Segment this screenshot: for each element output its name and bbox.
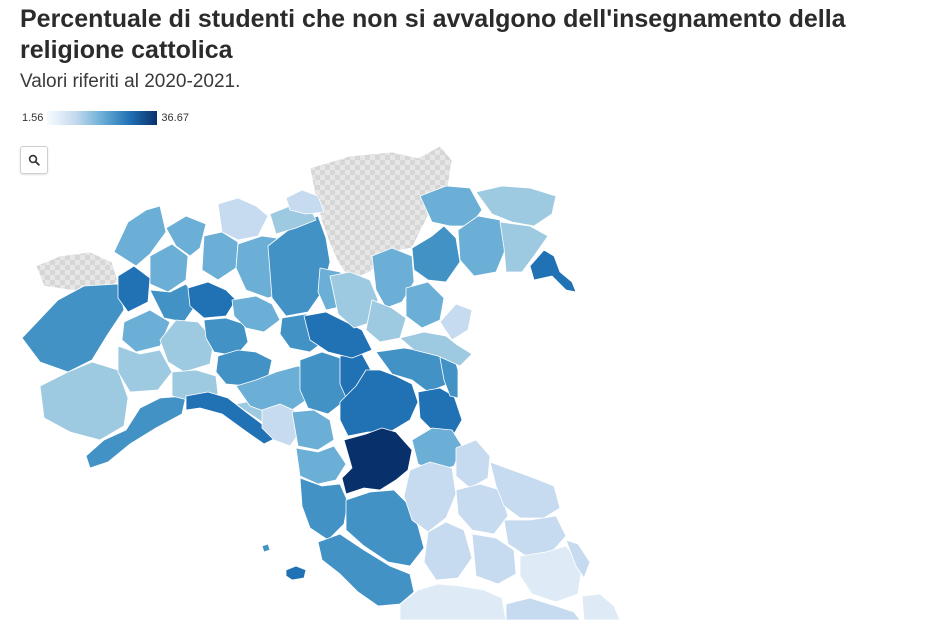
map-area[interactable] [475,185,557,227]
map-area[interactable] [411,225,461,283]
no-data-region-trentino-alto-adige[interactable] [309,145,453,281]
search-icon [28,154,40,166]
map-area[interactable] [217,197,269,241]
color-legend: 1.56 36.67 [22,110,189,126]
legend-min-label: 1.56 [22,112,44,124]
map-area[interactable] [499,221,549,273]
map-area[interactable] [399,583,507,620]
chart-title: Percentuale di studenti che non si avval… [20,5,846,64]
map-area[interactable] [285,565,307,581]
map-area[interactable] [519,545,583,603]
map-area[interactable] [261,403,301,447]
map-area[interactable] [455,483,509,535]
map-area[interactable] [165,215,207,257]
map-area[interactable] [159,319,215,373]
map-area[interactable] [365,299,407,343]
map-area[interactable] [203,317,249,357]
map-area[interactable] [291,409,335,451]
map-area[interactable] [503,515,567,557]
map-area[interactable] [581,593,621,620]
chart-subtitle: Valori riferiti al 2020-2021. [20,71,241,92]
map-area[interactable] [455,439,491,489]
map-area[interactable] [285,189,325,215]
map-area[interactable] [261,543,271,553]
map-area[interactable] [303,311,373,359]
map-area[interactable] [399,331,473,367]
map-area[interactable] [299,477,349,541]
map-area[interactable] [417,387,463,435]
map-area[interactable] [403,461,457,533]
map-area[interactable] [565,539,591,579]
map-area[interactable] [339,369,419,437]
choropleth-map[interactable] [0,140,930,620]
map-area[interactable] [185,391,277,445]
map-area[interactable] [471,533,517,585]
map-area[interactable] [529,249,577,293]
map-area[interactable] [295,445,347,485]
map-area[interactable] [231,295,281,333]
map-area[interactable] [113,205,167,267]
map-area[interactable] [121,309,171,353]
map-area[interactable] [117,265,151,313]
map-area[interactable] [149,243,189,293]
map-area[interactable] [341,427,413,495]
legend-gradient-bar [47,111,158,125]
map-area[interactable] [117,345,173,393]
map-area[interactable] [439,303,473,341]
map-area[interactable] [39,361,129,441]
map-area[interactable] [317,533,415,607]
map-area[interactable] [345,489,425,567]
legend-max-label: 36.67 [161,112,189,124]
map-area[interactable] [187,281,237,319]
map-area[interactable] [423,521,473,581]
map-area[interactable] [85,395,187,469]
map-area[interactable] [201,231,239,281]
map-area[interactable] [457,215,507,277]
map-area[interactable] [405,281,445,329]
zoom-button[interactable] [20,146,48,174]
map-area[interactable] [21,283,125,373]
map-area[interactable] [505,597,581,620]
map-area[interactable] [489,461,561,519]
